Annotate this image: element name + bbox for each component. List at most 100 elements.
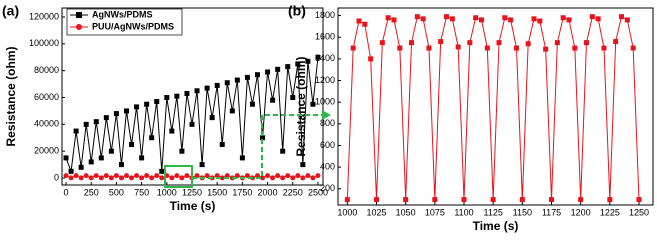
data-point	[537, 18, 543, 24]
data-point	[578, 197, 584, 203]
data-point	[613, 39, 619, 45]
y-tick-label: 80000	[34, 65, 59, 75]
x-tick-label: 2000	[258, 187, 278, 197]
data-point	[496, 40, 502, 46]
data-point	[310, 175, 316, 181]
y-tick-label: 40000	[34, 119, 59, 129]
data-point	[214, 173, 220, 179]
y-tick-label: 1600	[315, 32, 335, 42]
x-tick-label: 1250	[182, 187, 202, 197]
data-point	[108, 148, 114, 154]
legend-label: PUU/AgNWs/PDMS	[92, 21, 174, 31]
data-point	[123, 173, 129, 179]
data-point	[300, 175, 306, 181]
data-point	[595, 16, 601, 22]
data-point	[300, 162, 306, 168]
data-point	[113, 111, 119, 117]
x-tick-label: 1000	[337, 207, 357, 217]
data-point	[164, 95, 170, 101]
x-tick-label: 1075	[425, 207, 445, 217]
data-point	[159, 175, 165, 181]
data-point	[397, 45, 403, 51]
x-tick-label: 0	[64, 187, 69, 197]
data-point	[174, 93, 180, 99]
series	[63, 54, 321, 174]
y-tick-label: 60000	[34, 92, 59, 102]
data-point	[467, 40, 473, 46]
x-tick-label: 2500	[308, 187, 328, 197]
data-point	[123, 108, 129, 114]
data-point	[280, 175, 286, 181]
data-point	[275, 173, 281, 179]
data-point	[134, 104, 140, 110]
data-point	[315, 173, 321, 179]
data-point	[194, 88, 200, 94]
data-point	[473, 15, 479, 21]
data-point	[285, 173, 291, 179]
data-point	[78, 164, 84, 170]
data-point	[414, 14, 420, 20]
data-point	[305, 58, 311, 64]
x-tick-label: 1500	[207, 187, 227, 197]
data-point	[63, 155, 69, 161]
y-tick-label: 800	[320, 118, 335, 128]
data-point	[280, 148, 286, 154]
data-point	[554, 40, 560, 46]
data-point	[93, 173, 99, 179]
data-point	[129, 141, 135, 147]
data-point	[432, 197, 438, 203]
data-point	[73, 173, 79, 179]
data-point	[543, 46, 549, 52]
data-point	[572, 45, 578, 51]
data-point	[73, 128, 79, 134]
data-point	[229, 108, 235, 114]
y-axis-title: Resistance (ohm)	[294, 56, 308, 156]
data-point	[149, 175, 155, 181]
y-tick-label: 600	[320, 140, 335, 150]
data-point	[219, 175, 225, 181]
data-point	[239, 155, 245, 161]
data-point	[98, 175, 104, 181]
x-tick-label: 1000	[157, 187, 177, 197]
data-point	[479, 17, 484, 23]
data-point	[461, 197, 467, 203]
y-tick-label: 1400	[315, 53, 335, 63]
data-point	[174, 173, 180, 179]
data-point	[118, 162, 124, 168]
data-point	[83, 121, 89, 127]
data-point	[93, 119, 99, 125]
data-point	[154, 173, 160, 179]
x-tick-label: 750	[134, 187, 149, 197]
data-point	[209, 115, 215, 121]
data-point	[385, 15, 391, 21]
y-tick-label: 200	[320, 183, 335, 193]
data-point	[154, 99, 160, 105]
data-point	[275, 66, 281, 72]
data-point	[607, 197, 613, 203]
legend-box	[66, 8, 183, 36]
data-point	[519, 197, 525, 203]
data-point	[234, 173, 240, 179]
zoom-box	[164, 165, 193, 188]
data-point	[350, 45, 356, 51]
data-point	[169, 128, 175, 134]
data-point	[88, 159, 94, 165]
data-point	[149, 135, 155, 141]
data-point	[295, 61, 301, 67]
data-point	[589, 14, 595, 20]
data-point	[179, 148, 185, 154]
data-point	[78, 175, 84, 181]
data-point	[68, 175, 74, 181]
data-point	[254, 72, 260, 78]
data-point	[189, 121, 195, 127]
y-tick-label: 20000	[34, 146, 59, 156]
data-point	[260, 135, 266, 141]
data-point	[584, 40, 589, 46]
x-tick-label: 2250	[283, 187, 303, 197]
x-tick-label: 500	[109, 187, 124, 197]
data-point	[224, 80, 230, 86]
legend-marker	[76, 24, 82, 30]
data-point	[103, 115, 109, 121]
data-point	[362, 21, 368, 27]
legend-marker	[76, 12, 82, 18]
